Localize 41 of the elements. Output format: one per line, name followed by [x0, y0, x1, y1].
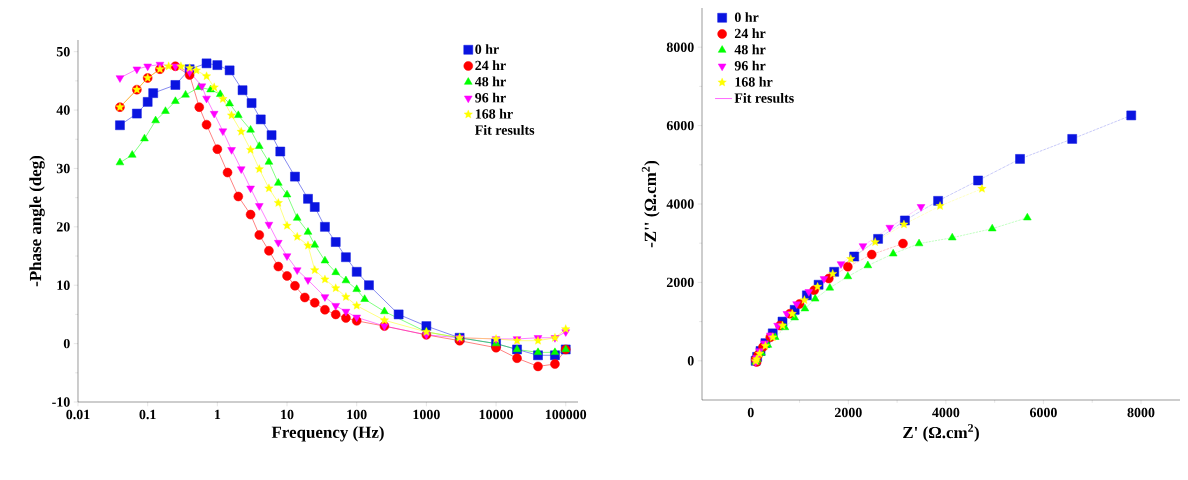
x-tick-label: 1	[214, 409, 221, 419]
x-tick-label: 10	[281, 409, 294, 420]
x-tick-label: 0	[747, 407, 754, 418]
y-tick-label: 8000	[666, 42, 694, 52]
y-tick-label: 10	[57, 280, 70, 290]
legend-label: 24 hr	[475, 60, 506, 71]
annotation: Fit results	[475, 124, 535, 135]
legend-label: 168 hr	[735, 76, 773, 87]
y-tick-label: 30	[56, 163, 70, 174]
y-tick-label: 4000	[666, 199, 694, 209]
legend-label: 96 hr	[475, 92, 506, 103]
x-tick-label: 100	[347, 409, 367, 420]
x-axis-title: Z' (Ω.cm$^{2}$)	[903, 424, 979, 442]
y-tick-label: 2000	[666, 277, 694, 288]
y-tick-label: 20	[56, 222, 70, 232]
y-tick-label: 0	[63, 338, 70, 349]
y-axis-title: -Z'' (Ω.cm$^{2}$)	[641, 160, 660, 248]
x-tick-label: 0.01	[66, 409, 90, 420]
legend-label: 48 hr	[734, 44, 766, 55]
x-tick-label: 10000	[479, 409, 513, 420]
legend-label: 48 hr	[474, 76, 506, 87]
y-tick-label: 6000	[666, 120, 694, 131]
x-tick-label: 6000	[1029, 407, 1057, 418]
y-tick-label: 50	[56, 46, 70, 57]
y-tick-label: -10	[52, 397, 70, 407]
x-tick-label: 8000	[1127, 407, 1155, 418]
legend-label: 24 hr	[734, 28, 766, 39]
legend-label: 0 hr	[475, 44, 499, 54]
x-axis-title: Frequency (Hz)	[271, 426, 384, 442]
x-tick-label: 1000	[413, 409, 440, 420]
x-tick-label: 4000	[932, 407, 960, 418]
annotation: Fit results	[734, 92, 794, 103]
legend-label: 96 hr	[734, 60, 766, 71]
y-axis-title: -Phase angle (deg)	[29, 155, 45, 287]
y-tick-label: 40	[56, 105, 70, 115]
x-tick-label: 100000	[545, 409, 587, 420]
x-tick-label: 0.1	[139, 409, 156, 420]
legend-label: 0 hr	[734, 12, 759, 22]
y-tick-label: 0	[687, 356, 694, 366]
x-tick-label: 2000	[834, 407, 862, 418]
legend-label: 168 hr	[475, 108, 513, 119]
